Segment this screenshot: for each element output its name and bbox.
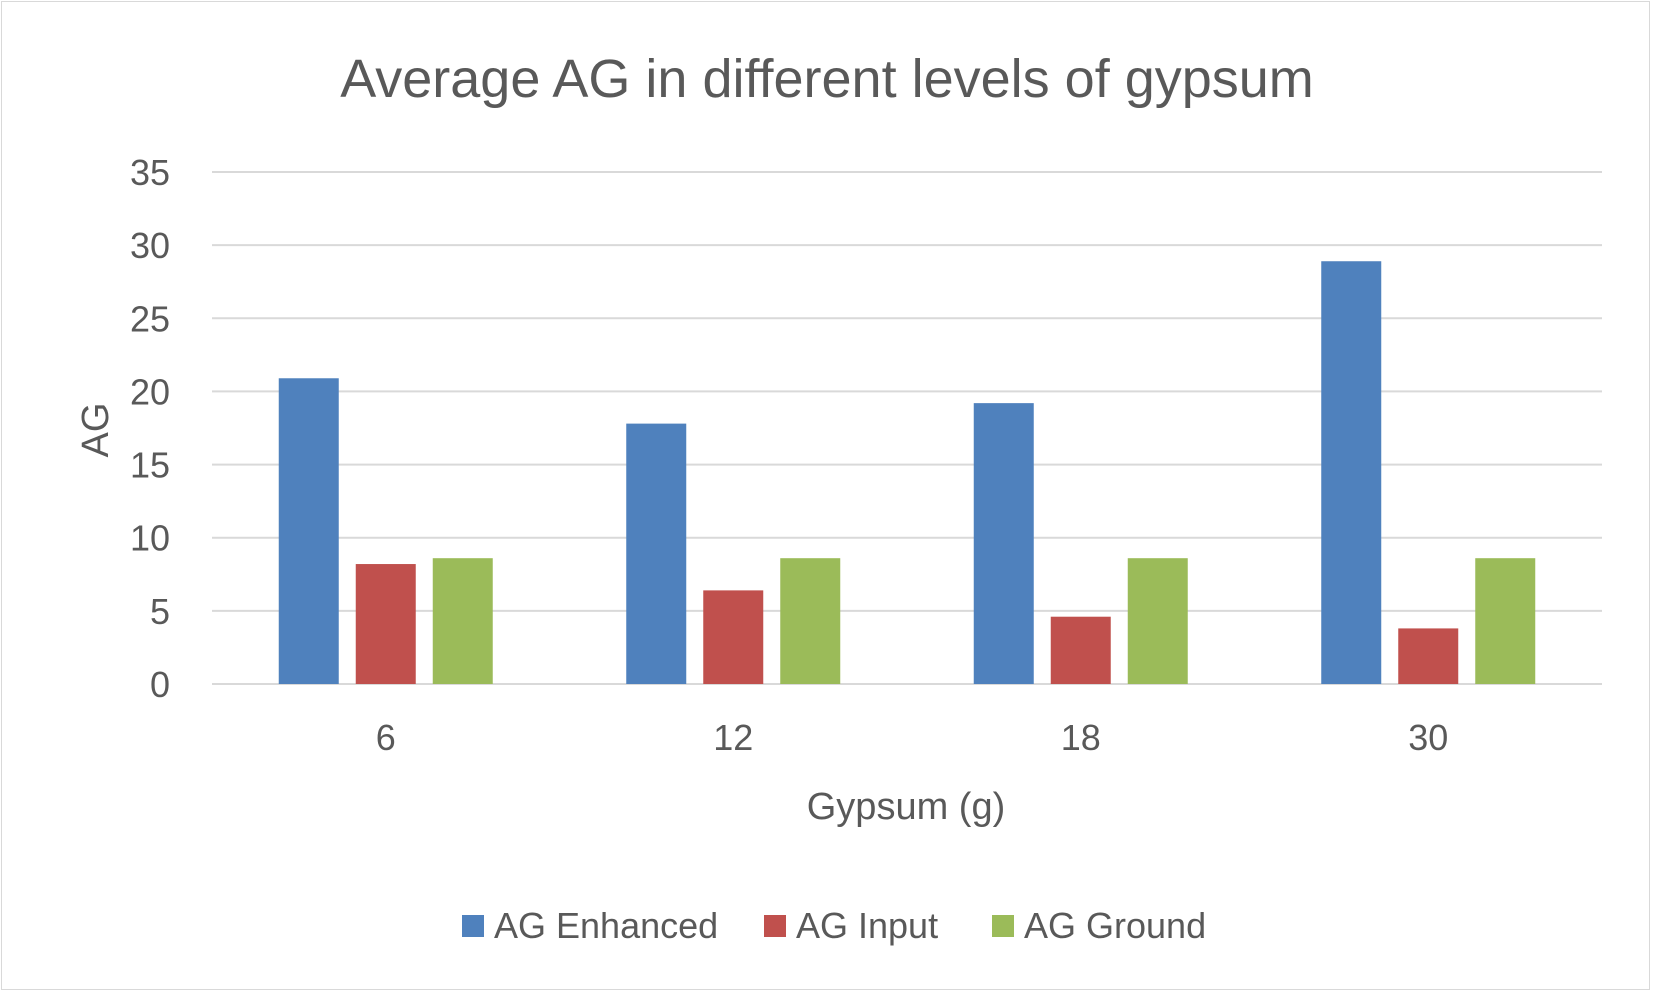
y-axis-label: AG [75,403,117,458]
y-tick-label: 15 [130,445,170,486]
bar-ag-enhanced-6 [278,378,339,684]
bar-ag-input-18 [1050,616,1111,684]
bar-ag-enhanced-12 [626,423,687,684]
y-axis-tick-labels: 0 5 10 15 20 25 30 35 [130,152,170,705]
gridlines [212,171,1602,685]
chart-title: Average AG in different levels of gypsum [340,49,1314,109]
x-tick-label: 6 [376,717,396,758]
y-tick-label: 25 [130,298,170,339]
y-tick-label: 5 [150,591,170,632]
bars [278,261,1536,684]
legend-label: AG Input [796,905,938,946]
legend-label: AG Ground [1024,905,1206,946]
x-axis-label: Gypsum (g) [807,786,1005,828]
bar-ag-ground-30 [1475,558,1536,684]
legend-swatch-ag-enhanced [462,915,484,937]
y-tick-label: 30 [130,225,170,266]
y-tick-label: 0 [150,664,170,705]
bar-ag-ground-6 [432,558,493,684]
y-tick-label: 35 [130,152,170,193]
y-tick-label: 20 [130,371,170,412]
legend-swatch-ag-input [764,915,786,937]
legend: AG Enhanced AG Input AG Ground [462,905,1206,946]
bar-ag-input-12 [703,590,764,684]
x-axis-tick-labels: 6 12 18 30 [376,717,1449,758]
legend-label: AG Enhanced [494,905,718,946]
bar-ag-enhanced-18 [973,403,1034,684]
bar-ag-input-6 [355,564,416,684]
x-tick-label: 30 [1408,717,1448,758]
legend-swatch-ag-ground [992,915,1014,937]
x-tick-label: 18 [1061,717,1101,758]
bar-ag-ground-12 [780,558,841,684]
x-tick-label: 12 [713,717,753,758]
bar-ag-input-30 [1398,628,1459,684]
bar-ag-ground-18 [1127,558,1188,684]
y-tick-label: 10 [130,518,170,559]
bar-ag-enhanced-30 [1321,261,1382,684]
